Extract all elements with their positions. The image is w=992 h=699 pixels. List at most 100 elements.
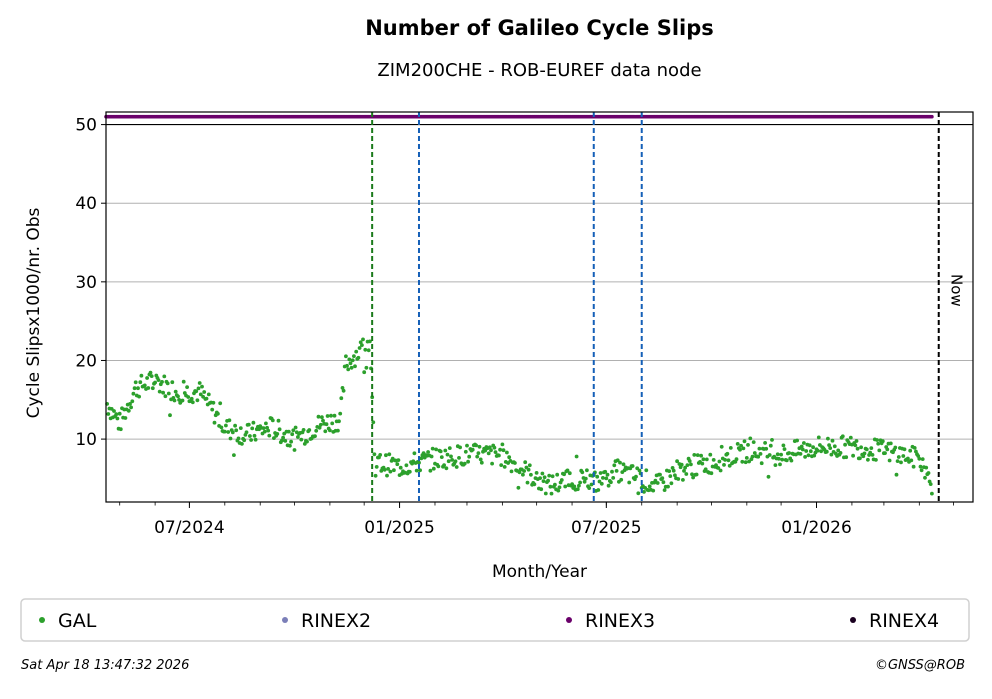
- gal-data-point: [854, 439, 859, 443]
- gal-data-point: [811, 445, 815, 450]
- gal-data-point: [329, 413, 333, 418]
- plot-frame: [105, 111, 974, 503]
- gal-data-point: [681, 478, 685, 482]
- gal-data-point: [630, 464, 635, 468]
- y-axis-label: Cycle Slipsx1000/nr. Obs: [24, 207, 44, 418]
- gal-data-point: [419, 456, 424, 461]
- gal-data-point: [709, 471, 714, 476]
- gal-data-point: [364, 365, 369, 370]
- gal-data-point: [338, 411, 343, 416]
- gal-data-point: [385, 473, 389, 478]
- gal-data-point: [305, 439, 309, 444]
- gal-data-point: [893, 445, 898, 450]
- gal-data-point: [725, 451, 730, 456]
- gal-data-point: [804, 449, 809, 453]
- gal-data-point: [827, 443, 831, 447]
- gal-data-point: [198, 392, 203, 397]
- gal-data-point: [396, 458, 401, 462]
- gal-data-point: [567, 471, 572, 476]
- gal-data-point: [267, 433, 272, 438]
- gal-data-point: [246, 422, 251, 427]
- gal-data-point: [920, 457, 925, 461]
- gal-data-point: [474, 443, 478, 448]
- gal-data-point: [700, 461, 705, 466]
- y-tick-label: 10: [75, 430, 97, 450]
- gal-data-point: [655, 481, 660, 485]
- gal-data-point: [442, 463, 446, 467]
- gal-data-point: [612, 463, 617, 468]
- gal-data-point: [185, 385, 190, 389]
- gal-data-point: [499, 463, 504, 467]
- legend-label: RINEX3: [585, 610, 655, 632]
- gal-data-point: [572, 484, 577, 489]
- gal-data-point: [526, 467, 531, 472]
- gal-data-point: [436, 464, 441, 469]
- gal-data-point: [779, 452, 783, 457]
- gal-data-point: [200, 384, 204, 389]
- gal-data-point: [824, 449, 829, 454]
- gal-data-point: [318, 422, 323, 427]
- gal-data-point: [313, 434, 317, 438]
- gal-data-point: [253, 437, 258, 442]
- legend-label: GAL: [58, 610, 97, 632]
- gal-data-point: [843, 442, 847, 447]
- gal-data-point: [741, 446, 746, 451]
- legend-marker: [39, 617, 45, 623]
- gal-data-point: [277, 427, 282, 432]
- gal-data-point: [908, 448, 913, 453]
- gal-data-point: [444, 466, 449, 471]
- gal-data-point: [186, 395, 191, 399]
- gal-data-point: [449, 454, 453, 459]
- gal-data-point: [230, 430, 235, 435]
- gal-data-point: [137, 394, 142, 399]
- gal-data-point: [483, 448, 488, 453]
- gal-data-point: [577, 483, 581, 488]
- footer-timestamp: Sat Apr 18 13:47:32 2026: [21, 658, 190, 673]
- gal-data-point: [748, 436, 753, 441]
- gal-data-point: [864, 447, 869, 452]
- gal-data-point: [829, 452, 834, 457]
- gal-data-point: [226, 430, 231, 434]
- gal-data-point: [868, 450, 873, 455]
- gal-data-point: [212, 420, 217, 425]
- gal-data-point: [874, 458, 878, 462]
- gal-data-point: [832, 444, 837, 449]
- gal-data-point: [926, 471, 931, 475]
- gal-data-point: [636, 491, 641, 496]
- gal-data-point: [162, 374, 167, 379]
- gal-data-point: [651, 488, 656, 493]
- gal-data-point: [819, 449, 823, 454]
- gal-data-point: [851, 453, 855, 458]
- gal-data-point: [264, 421, 268, 426]
- gal-data-point: [728, 446, 733, 450]
- gal-data-point: [885, 447, 890, 452]
- gal-data-point: [240, 442, 244, 446]
- gal-data-point: [148, 370, 153, 375]
- gal-data-point: [658, 472, 662, 477]
- gal-data-point: [232, 453, 236, 457]
- gal-data-point: [869, 446, 874, 450]
- gal-data-point: [575, 487, 580, 492]
- gal-data-point: [429, 454, 434, 459]
- gal-data-point: [562, 472, 566, 477]
- gal-data-point: [759, 461, 764, 466]
- gal-data-point: [708, 452, 713, 457]
- gal-data-point: [173, 389, 178, 394]
- gal-data-point: [384, 453, 388, 458]
- gal-data-point: [661, 480, 666, 485]
- gal-data-point: [463, 449, 468, 454]
- gal-data-point: [627, 480, 632, 485]
- gal-data-point: [316, 414, 321, 419]
- gal-data-point: [330, 421, 335, 426]
- gal-data-point: [439, 455, 444, 459]
- gal-data-point: [883, 451, 887, 455]
- gal-data-point: [583, 476, 588, 481]
- gal-data-point: [716, 466, 721, 470]
- gal-data-point: [540, 471, 545, 476]
- gal-data-point: [770, 438, 774, 442]
- gal-data-point: [758, 452, 763, 456]
- gal-data-point: [172, 398, 177, 403]
- gal-data-point: [490, 461, 494, 466]
- x-tick-label: 01/2026: [781, 518, 852, 538]
- gal-data-point: [816, 435, 821, 440]
